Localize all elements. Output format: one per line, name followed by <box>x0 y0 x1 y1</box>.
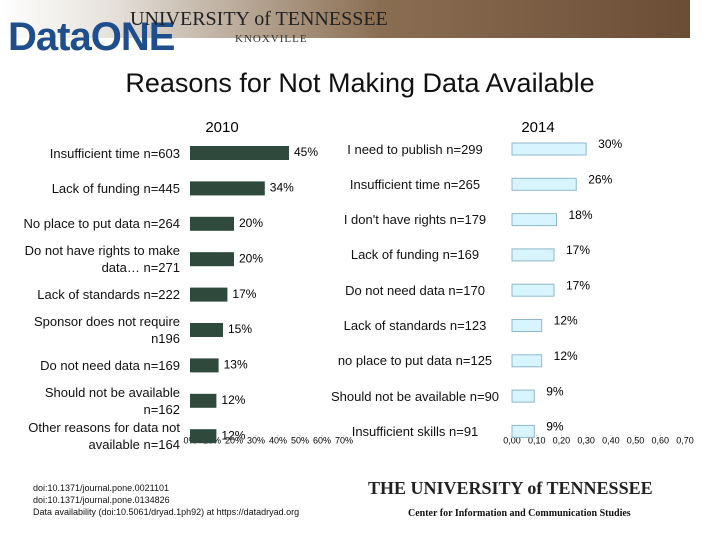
category-label: Do not need data n=170 <box>345 282 485 298</box>
category-label: Do not have rights to make data… n=271 <box>24 243 180 276</box>
bar <box>511 283 555 297</box>
value-label: 18% <box>568 208 592 222</box>
value-label: 9% <box>546 384 564 398</box>
category-label: Lack of standards n=123 <box>343 318 487 333</box>
value-label: 20% <box>239 216 263 230</box>
category-label: Lack of funding n=445 <box>51 180 180 196</box>
value-label: 26% <box>588 172 612 186</box>
value-label: 15% <box>228 322 252 336</box>
bar <box>511 213 557 227</box>
x-tick-label: 0,00 <box>503 435 521 445</box>
bar <box>190 216 234 231</box>
category-label: Insufficient skills n=91 <box>351 423 479 439</box>
bar <box>190 287 228 302</box>
x-tick-label: 0,30 <box>577 435 595 445</box>
category-label: No place to put data n=264 <box>23 216 180 232</box>
x-tick-label: 0,60 <box>652 435 670 445</box>
value-label: 17% <box>566 278 590 292</box>
center-name: Center for Information and Communication… <box>408 508 631 519</box>
value-label: 17% <box>232 287 256 301</box>
ref: doi:10.1371/journal.pone.0021101 <box>33 483 169 493</box>
x-tick-label: 0,40 <box>602 435 620 445</box>
bar <box>511 424 535 438</box>
header-banner-bg <box>0 0 690 38</box>
value-label: 20% <box>239 251 263 265</box>
value-label: 17% <box>566 243 590 257</box>
bar <box>511 354 543 368</box>
bar <box>190 146 289 160</box>
value-label: 9% <box>546 420 564 434</box>
x-tick-label: 0,10 <box>528 435 546 445</box>
category-label: Lack of funding n=169 <box>350 247 480 263</box>
bar <box>511 177 577 191</box>
value-label: 45% <box>294 145 318 159</box>
bar <box>511 389 535 403</box>
category-label: no place to put data n=125 <box>337 353 493 369</box>
references: doi:10.1371/journal.pone.0021101 doi:10.… <box>33 482 299 518</box>
bar <box>190 181 265 196</box>
chart-title: 2014 <box>521 119 554 136</box>
bar <box>190 323 223 337</box>
x-tick-label: 30% <box>247 435 265 445</box>
category-label: Should not be available n=162 <box>44 384 180 417</box>
banner-sub: KNOXVILLE <box>235 33 308 45</box>
value-label: 13% <box>224 358 248 372</box>
value-label: 12% <box>221 393 245 407</box>
category-label: Should not be available n=90 <box>330 388 500 404</box>
bar <box>190 393 217 408</box>
category-label: Other reasons for data not available n=1… <box>28 420 180 453</box>
banner-text: UNIVERSITY of TENNESSEE <box>130 8 388 30</box>
category-label: I don't have rights n=179 <box>343 212 487 228</box>
value-label: 12% <box>221 428 245 442</box>
ut-logo: THE UNIVERSITY of TENNESSEE <box>368 478 653 498</box>
category-label: Sponsor does not require n196 <box>34 314 180 346</box>
value-label: 12% <box>554 314 578 328</box>
x-tick-label: 20% <box>225 435 243 445</box>
category-label: Do not need data n=169 <box>40 357 180 373</box>
x-tick-label: 0,50 <box>627 435 645 445</box>
x-tick-label: 0,70 <box>676 435 694 445</box>
bar <box>190 429 217 444</box>
x-tick-label: 40% <box>269 435 287 445</box>
x-tick-label: 50% <box>291 435 309 445</box>
bar <box>511 248 555 262</box>
category-label: I need to publish n=299 <box>347 141 483 157</box>
dataone-logo: DataONE <box>8 15 175 59</box>
category-label: Insufficient time n=603 <box>49 145 180 161</box>
value-label: 30% <box>598 137 622 151</box>
value-label: 34% <box>270 181 294 195</box>
value-label: 12% <box>554 349 578 363</box>
ref: doi:10.1371/journal.pone.0134826 <box>33 495 170 505</box>
bar <box>511 142 587 156</box>
category-label: Insufficient time n=265 <box>349 176 481 192</box>
category-label: Lack of standards n=222 <box>37 287 180 303</box>
bar <box>190 358 219 373</box>
bar <box>511 319 543 332</box>
bar <box>190 252 234 267</box>
x-tick-label: 0,20 <box>553 435 571 445</box>
slide-title: Reasons for Not Making Data Available <box>125 68 595 98</box>
x-tick-label: 70% <box>335 435 353 445</box>
ref: Data availability (doi:10.5061/dryad.1ph… <box>33 507 300 517</box>
chart-title: 2010 <box>205 119 238 136</box>
x-tick-label: 60% <box>313 435 331 445</box>
